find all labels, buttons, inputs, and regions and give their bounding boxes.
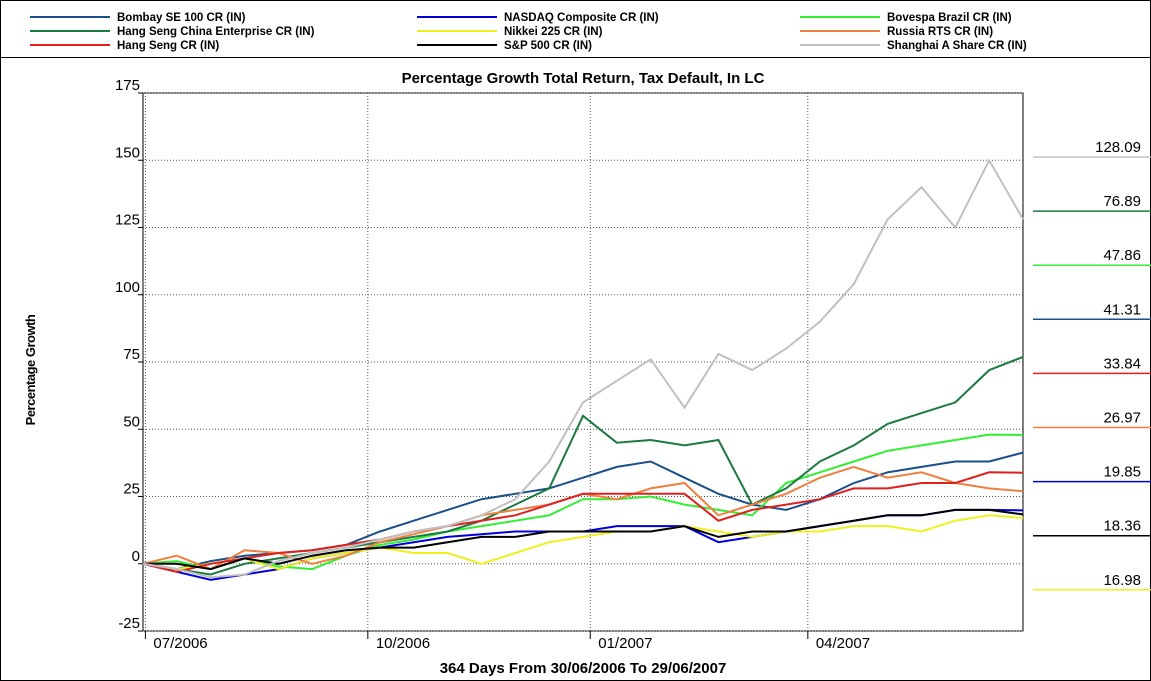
end-value-label: 18.36 [1103,518,1141,535]
y-tick-label: 50 [123,413,140,430]
end-value-label: 128.09 [1095,139,1141,156]
legend-label: Russia RTS CR (IN) [887,26,993,38]
end-value-label: 26.97 [1103,410,1141,427]
x-axis-title: 364 Days From 30/06/2006 To 29/06/2007 [440,660,727,677]
legend-label: Hang Seng CR (IN) [117,40,219,52]
y-tick-label: 175 [115,77,140,94]
y-tick-label: -25 [118,615,140,632]
series-line [142,433,1024,571]
end-value-label: 19.85 [1103,464,1141,481]
end-value-label: 47.86 [1103,247,1141,264]
y-tick-label: 75 [123,346,140,363]
end-value-label: 41.31 [1103,301,1141,318]
legend-label: Bombay SE 100 CR (IN) [117,12,246,24]
legend-label: Bovespa Brazil CR (IN) [887,12,1012,24]
x-tick-label: 01/2007 [598,635,652,652]
y-tick-label: 25 [123,481,140,498]
legend-label: S&P 500 CR (IN) [504,40,592,52]
y-tick-label: 125 [115,212,140,229]
chart-title: Percentage Growth Total Return, Tax Defa… [402,70,765,87]
legend-label: Nikkei 225 CR (IN) [504,26,603,38]
legend-label: NASDAQ Composite CR (IN) [504,12,659,24]
series-line [142,508,1024,581]
series-line [142,451,1024,571]
x-tick-label: 07/2006 [153,635,207,652]
end-value-label: 76.89 [1103,193,1141,210]
y-axis-title: Percentage Growth [23,314,38,425]
x-tick-label: 04/2007 [816,635,870,652]
x-tick-label: 10/2006 [376,635,430,652]
legend-label: Shanghai A Share CR (IN) [887,40,1027,52]
series-line [142,158,1024,579]
end-value-label: 16.98 [1103,572,1141,589]
series-line [142,514,1024,571]
y-tick-label: 0 [132,548,140,565]
series-line [142,355,1024,576]
y-tick-label: 100 [115,279,140,296]
legend-label: Hang Seng China Enterprise CR (IN) [117,26,315,38]
series-line [142,471,1024,573]
series-line [143,508,1024,571]
y-tick-label: 150 [115,144,140,161]
end-value-label: 33.84 [1103,355,1141,372]
